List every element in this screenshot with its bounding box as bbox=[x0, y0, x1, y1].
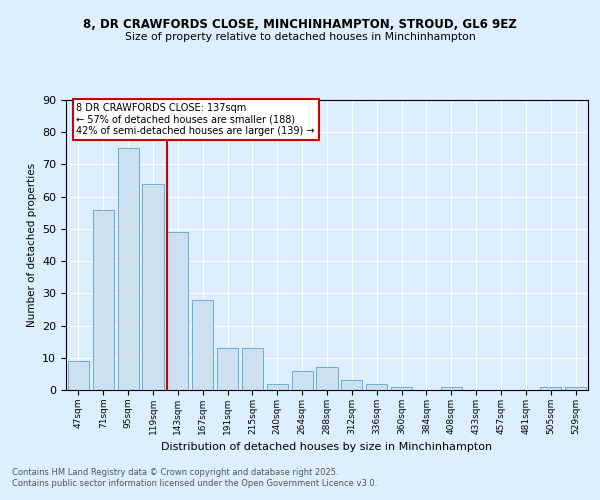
Text: 8 DR CRAWFORDS CLOSE: 137sqm
← 57% of detached houses are smaller (188)
42% of s: 8 DR CRAWFORDS CLOSE: 137sqm ← 57% of de… bbox=[76, 103, 315, 136]
Bar bbox=[93, 210, 114, 390]
Bar bbox=[292, 370, 313, 390]
Y-axis label: Number of detached properties: Number of detached properties bbox=[26, 163, 37, 327]
Bar bbox=[316, 368, 338, 390]
Bar bbox=[565, 387, 586, 390]
Bar bbox=[68, 361, 89, 390]
Bar bbox=[242, 348, 263, 390]
Bar bbox=[341, 380, 362, 390]
X-axis label: Distribution of detached houses by size in Minchinhampton: Distribution of detached houses by size … bbox=[161, 442, 493, 452]
Bar bbox=[192, 300, 213, 390]
Text: 8, DR CRAWFORDS CLOSE, MINCHINHAMPTON, STROUD, GL6 9EZ: 8, DR CRAWFORDS CLOSE, MINCHINHAMPTON, S… bbox=[83, 18, 517, 30]
Bar bbox=[366, 384, 387, 390]
Bar bbox=[118, 148, 139, 390]
Bar bbox=[217, 348, 238, 390]
Bar bbox=[391, 387, 412, 390]
Text: Contains HM Land Registry data © Crown copyright and database right 2025.
Contai: Contains HM Land Registry data © Crown c… bbox=[12, 468, 377, 487]
Bar bbox=[142, 184, 164, 390]
Bar bbox=[267, 384, 288, 390]
Bar bbox=[441, 387, 462, 390]
Text: Size of property relative to detached houses in Minchinhampton: Size of property relative to detached ho… bbox=[125, 32, 475, 42]
Bar bbox=[167, 232, 188, 390]
Bar bbox=[540, 387, 561, 390]
